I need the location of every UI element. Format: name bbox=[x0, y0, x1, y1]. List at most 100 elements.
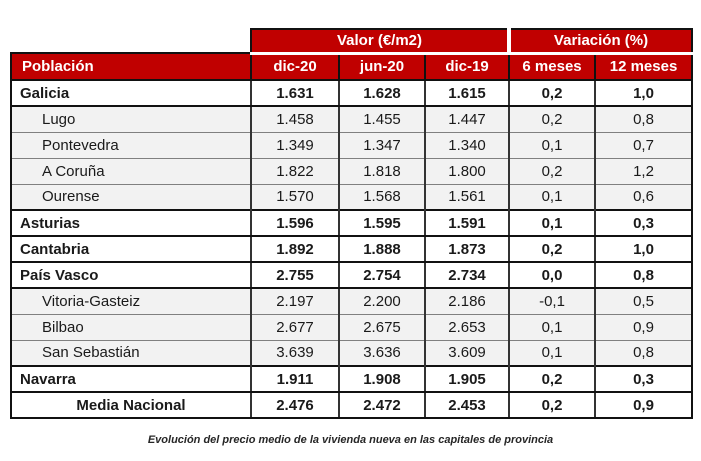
column-header-12-meses: 12 meses bbox=[594, 52, 694, 81]
column-header-jun-20: jun-20 bbox=[338, 52, 426, 81]
row-name-cell: Galicia bbox=[10, 79, 252, 107]
value-cell-dic-19: 2.653 bbox=[423, 313, 511, 341]
value-cell-dic-20: 1.631 bbox=[250, 79, 340, 107]
value-cell-dic-20: 2.476 bbox=[250, 391, 340, 419]
row-name-cell: Media Nacional bbox=[10, 391, 252, 419]
value-cell-12-meses: 0,9 bbox=[594, 313, 694, 341]
value-cell-12-meses: 1,2 bbox=[594, 157, 694, 185]
value-cell-6-meses: 0,1 bbox=[508, 313, 597, 341]
table-body: Galicia 1.631 1.628 1.615 0,2 1,0 Lugo 1… bbox=[10, 79, 694, 419]
value-cell-dic-20: 2.755 bbox=[250, 261, 340, 289]
value-cell-jun-20: 2.200 bbox=[338, 287, 426, 315]
value-cell-12-meses: 1,0 bbox=[594, 235, 694, 263]
table-row: Cantabria 1.892 1.888 1.873 0,2 1,0 bbox=[10, 235, 694, 263]
group-header-variacion: Variación (%) bbox=[507, 28, 694, 55]
value-cell-dic-20: 3.639 bbox=[250, 339, 340, 367]
value-cell-6-meses: 0,2 bbox=[508, 391, 597, 419]
column-header-poblacion: Población bbox=[10, 52, 252, 81]
value-cell-12-meses: 0,3 bbox=[594, 209, 694, 237]
value-cell-dic-19: 1.340 bbox=[423, 131, 511, 159]
value-cell-dic-19: 1.447 bbox=[423, 105, 511, 133]
table-row: San Sebastián 3.639 3.636 3.609 0,1 0,8 bbox=[10, 339, 694, 367]
value-cell-dic-20: 2.677 bbox=[250, 313, 340, 341]
value-cell-dic-19: 2.186 bbox=[423, 287, 511, 315]
value-cell-jun-20: 2.675 bbox=[338, 313, 426, 341]
value-cell-jun-20: 1.628 bbox=[338, 79, 426, 107]
column-header-6-meses: 6 meses bbox=[508, 52, 597, 81]
value-cell-jun-20: 1.888 bbox=[338, 235, 426, 263]
row-name-cell: País Vasco bbox=[10, 261, 252, 289]
header-spacer-cell bbox=[11, 29, 251, 53]
housing-price-table: Valor (€/m2) Variación (%) Población dic… bbox=[10, 28, 694, 419]
table-row: A Coruña 1.822 1.818 1.800 0,2 1,2 bbox=[10, 157, 694, 185]
value-cell-jun-20: 1.455 bbox=[338, 105, 426, 133]
value-cell-12-meses: 0,5 bbox=[594, 287, 694, 315]
value-cell-12-meses: 0,9 bbox=[594, 391, 694, 419]
housing-price-table-wrap: Valor (€/m2) Variación (%) Población dic… bbox=[10, 28, 694, 419]
value-cell-6-meses: 0,1 bbox=[508, 131, 597, 159]
value-cell-jun-20: 1.347 bbox=[338, 131, 426, 159]
value-cell-6-meses: 0,1 bbox=[508, 339, 597, 367]
table-row: Galicia 1.631 1.628 1.615 0,2 1,0 bbox=[10, 79, 694, 107]
row-name-cell: Asturias bbox=[10, 209, 252, 237]
value-cell-dic-19: 1.591 bbox=[423, 209, 511, 237]
group-header-valor: Valor (€/m2) bbox=[249, 28, 511, 55]
value-cell-dic-20: 1.822 bbox=[250, 157, 340, 185]
row-name-cell: Cantabria bbox=[10, 235, 252, 263]
value-cell-jun-20: 1.908 bbox=[338, 365, 426, 393]
row-name-cell: Lugo bbox=[10, 105, 252, 133]
value-cell-12-meses: 0,8 bbox=[594, 105, 694, 133]
group-header-row: Valor (€/m2) Variación (%) bbox=[11, 28, 694, 55]
value-cell-dic-19: 2.453 bbox=[423, 391, 511, 419]
value-cell-dic-19: 1.905 bbox=[423, 365, 511, 393]
value-cell-dic-19: 2.734 bbox=[423, 261, 511, 289]
row-name-cell: A Coruña bbox=[10, 157, 252, 185]
value-cell-dic-20: 1.892 bbox=[250, 235, 340, 263]
value-cell-dic-20: 1.911 bbox=[250, 365, 340, 393]
row-name-cell: Vitoria-Gasteiz bbox=[10, 287, 252, 315]
value-cell-12-meses: 1,0 bbox=[594, 79, 694, 107]
value-cell-jun-20: 1.568 bbox=[338, 183, 426, 211]
value-cell-dic-20: 2.197 bbox=[250, 287, 340, 315]
value-cell-12-meses: 0,8 bbox=[594, 261, 694, 289]
value-cell-dic-19: 1.561 bbox=[423, 183, 511, 211]
value-cell-6-meses: 0,2 bbox=[508, 365, 597, 393]
value-cell-6-meses: 0,2 bbox=[508, 79, 597, 107]
value-cell-jun-20: 1.595 bbox=[338, 209, 426, 237]
value-cell-6-meses: 0,2 bbox=[508, 235, 597, 263]
column-header-row: Población dic-20 jun-20 dic-19 6 meses 1… bbox=[10, 52, 694, 81]
value-cell-dic-20: 1.596 bbox=[250, 209, 340, 237]
value-cell-6-meses: 0,1 bbox=[508, 209, 597, 237]
table-row: Media Nacional 2.476 2.472 2.453 0,2 0,9 bbox=[10, 391, 694, 419]
value-cell-12-meses: 0,8 bbox=[594, 339, 694, 367]
value-cell-6-meses: 0,1 bbox=[508, 183, 597, 211]
row-name-cell: Bilbao bbox=[10, 313, 252, 341]
row-name-cell: San Sebastián bbox=[10, 339, 252, 367]
table-row: Bilbao 2.677 2.675 2.653 0,1 0,9 bbox=[10, 313, 694, 341]
table-caption: Evolución del precio medio de la viviend… bbox=[147, 434, 554, 446]
value-cell-dic-19: 1.615 bbox=[423, 79, 511, 107]
value-cell-12-meses: 0,3 bbox=[594, 365, 694, 393]
value-cell-dic-20: 1.349 bbox=[250, 131, 340, 159]
value-cell-12-meses: 0,6 bbox=[594, 183, 694, 211]
value-cell-dic-20: 1.458 bbox=[250, 105, 340, 133]
table-row: Navarra 1.911 1.908 1.905 0,2 0,3 bbox=[10, 365, 694, 393]
value-cell-12-meses: 0,7 bbox=[594, 131, 694, 159]
column-header-dic-19: dic-19 bbox=[423, 52, 511, 81]
value-cell-6-meses: 0,2 bbox=[508, 157, 597, 185]
table-row: Asturias 1.596 1.595 1.591 0,1 0,3 bbox=[10, 209, 694, 237]
table-row: País Vasco 2.755 2.754 2.734 0,0 0,8 bbox=[10, 261, 694, 289]
table-row: Pontevedra 1.349 1.347 1.340 0,1 0,7 bbox=[10, 131, 694, 159]
value-cell-dic-19: 1.800 bbox=[423, 157, 511, 185]
value-cell-dic-19: 3.609 bbox=[423, 339, 511, 367]
row-name-cell: Navarra bbox=[10, 365, 252, 393]
value-cell-jun-20: 1.818 bbox=[338, 157, 426, 185]
table-header: Valor (€/m2) Variación (%) Población dic… bbox=[10, 28, 694, 81]
value-cell-jun-20: 2.754 bbox=[338, 261, 426, 289]
table-row: Lugo 1.458 1.455 1.447 0,2 0,8 bbox=[10, 105, 694, 133]
value-cell-jun-20: 3.636 bbox=[338, 339, 426, 367]
column-header-dic-20: dic-20 bbox=[250, 52, 340, 81]
value-cell-6-meses: -0,1 bbox=[508, 287, 597, 315]
value-cell-dic-19: 1.873 bbox=[423, 235, 511, 263]
value-cell-6-meses: 0,0 bbox=[508, 261, 597, 289]
